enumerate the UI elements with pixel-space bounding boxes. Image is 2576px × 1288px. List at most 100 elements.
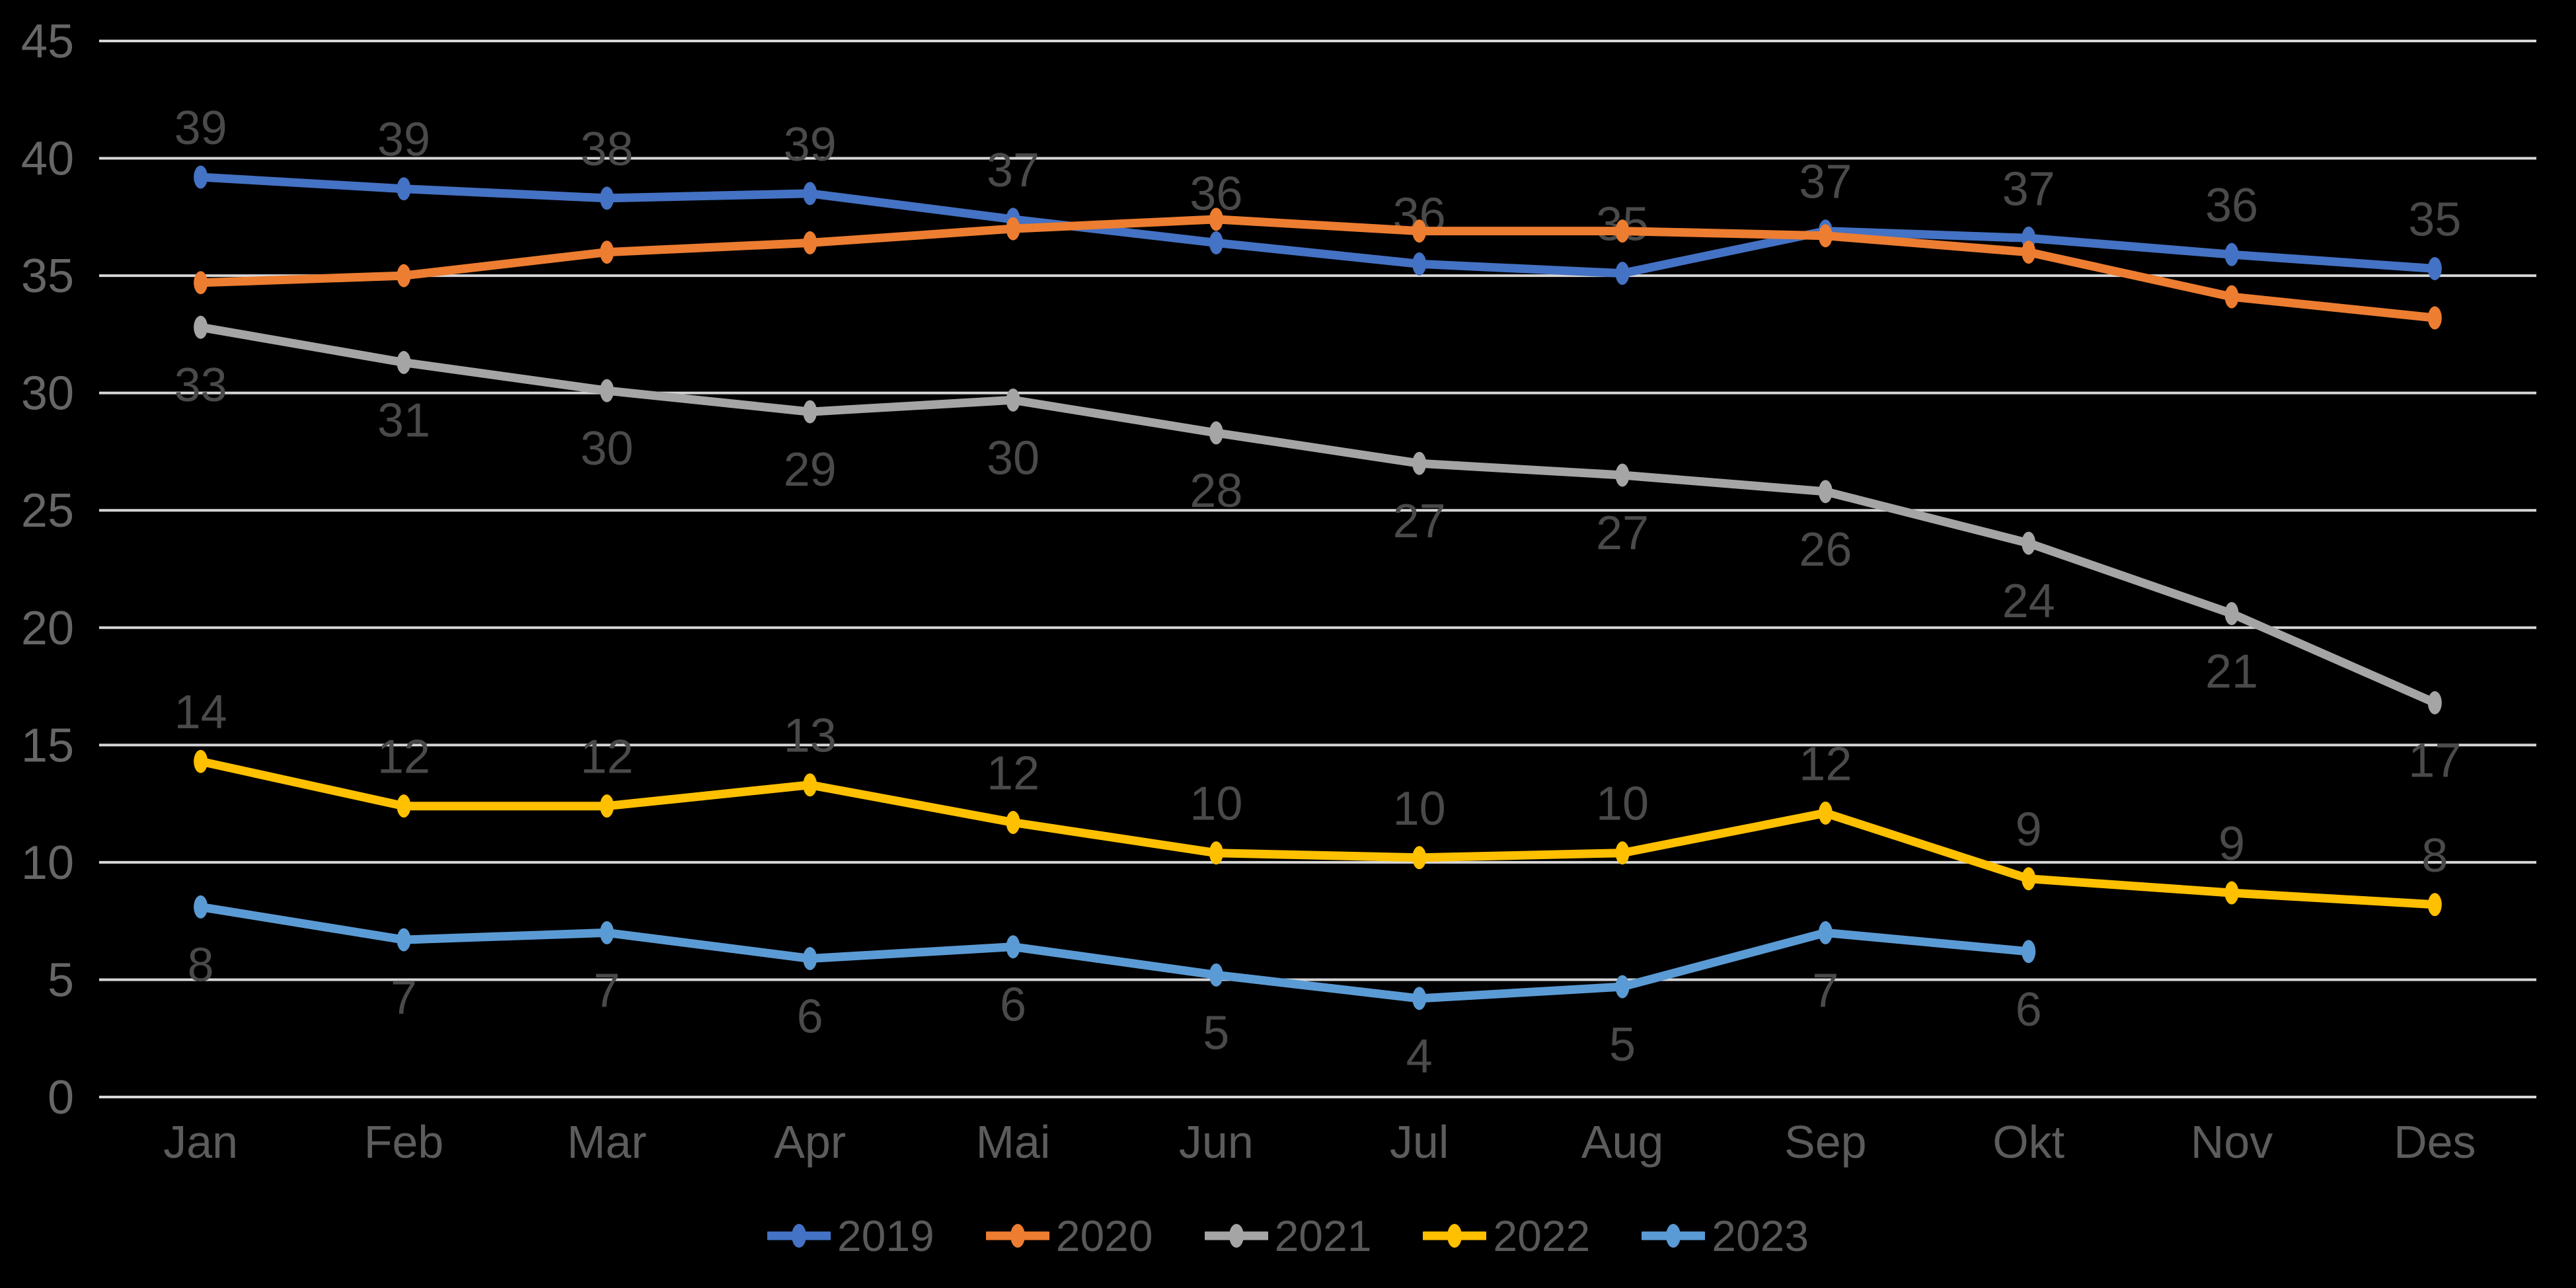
data-point-2021-Mar bbox=[599, 379, 614, 402]
data-label-2019-Okt: 37 bbox=[2002, 163, 2055, 215]
month-label-Aug: Aug bbox=[1581, 1116, 1664, 1168]
legend-swatch-2020 bbox=[985, 1224, 1049, 1248]
data-label-2021-Apr: 29 bbox=[784, 443, 837, 496]
data-point-2023-Feb bbox=[397, 928, 411, 952]
legend-swatch-2022 bbox=[1423, 1224, 1487, 1248]
data-point-2022-Mar bbox=[599, 794, 614, 818]
data-point-2019-Aug bbox=[1615, 262, 1630, 285]
y-tick-label-10: 10 bbox=[21, 837, 74, 890]
data-label-2022-Jun: 10 bbox=[1190, 778, 1242, 831]
data-label-2021-Sep: 26 bbox=[1799, 523, 1852, 576]
data-label-2019-Sep: 37 bbox=[1799, 156, 1852, 209]
data-point-2021-Feb bbox=[397, 351, 411, 375]
month-label-Mar: Mar bbox=[567, 1116, 647, 1168]
data-label-2023-Mai: 6 bbox=[1000, 979, 1026, 1032]
data-label-2019-Jan: 39 bbox=[174, 102, 227, 155]
data-point-2022-Apr bbox=[803, 773, 817, 797]
data-label-2022-Jan: 14 bbox=[174, 686, 227, 739]
data-point-2020-Sep bbox=[1818, 224, 1833, 248]
data-point-2023-Aug bbox=[1615, 975, 1630, 999]
data-label-2019-Apr: 39 bbox=[784, 118, 837, 171]
month-label-Jul: Jul bbox=[1390, 1116, 1449, 1168]
data-label-2023-Aug: 5 bbox=[1609, 1018, 1636, 1071]
legend-swatch-2023 bbox=[1642, 1224, 1706, 1248]
legend-swatch-2019 bbox=[767, 1224, 831, 1248]
data-label-2023-Mar: 7 bbox=[593, 964, 620, 1017]
data-label-2022-Aug: 10 bbox=[1596, 778, 1649, 831]
data-label-2022-Okt: 9 bbox=[2016, 804, 2042, 856]
series-2022: 14 12 12 13 12 10 10 10 12 9 9 8 bbox=[174, 686, 2448, 917]
legend-item-2019: 2019 bbox=[767, 1214, 934, 1258]
data-point-2022-Aug bbox=[1615, 841, 1630, 865]
data-point-2021-Okt bbox=[2022, 531, 2036, 555]
series-2019: 393938393736363537373635 bbox=[174, 102, 2461, 285]
data-point-2019-Jun bbox=[1209, 231, 1223, 254]
gridlines bbox=[99, 40, 2536, 1098]
data-label-2023-Jul: 4 bbox=[1406, 1030, 1433, 1083]
y-tick-label-20: 20 bbox=[21, 602, 74, 655]
data-point-2022-Nov bbox=[2224, 881, 2239, 905]
data-label-2022-Apr: 13 bbox=[784, 710, 837, 763]
data-label-2021-Jan: 33 bbox=[174, 359, 227, 412]
data-point-2019-Des bbox=[2427, 256, 2442, 280]
legend-label-2021: 2021 bbox=[1274, 1211, 1372, 1260]
data-label-2019-Mar: 38 bbox=[580, 123, 633, 176]
data-point-2023-Mai bbox=[1006, 935, 1020, 959]
month-label-Mai: Mai bbox=[976, 1116, 1051, 1168]
data-point-2019-Mar bbox=[599, 186, 614, 210]
data-point-2021-Jan bbox=[194, 315, 208, 339]
legend-label-2019: 2019 bbox=[837, 1211, 934, 1260]
data-point-2020-Mar bbox=[599, 241, 614, 264]
data-label-2019-Feb: 39 bbox=[377, 114, 430, 167]
y-tick-label-40: 40 bbox=[21, 133, 74, 186]
data-point-2021-Jul bbox=[1412, 451, 1427, 475]
data-label-2023-Feb: 7 bbox=[391, 971, 417, 1024]
x-axis-month-labels: Jan Feb Mar Apr Mai Jun Jul Aug Sep Okt Nov Des bbox=[163, 1116, 2476, 1168]
data-point-2020-Okt bbox=[2022, 241, 2036, 264]
data-label-2019-Mai: 37 bbox=[987, 144, 1040, 197]
data-point-2020-Apr bbox=[803, 231, 817, 254]
data-point-2020-Jul bbox=[1412, 219, 1427, 243]
data-label-2023-Jun: 5 bbox=[1203, 1006, 1229, 1059]
data-label-2023-Apr: 6 bbox=[797, 990, 823, 1043]
data-point-2022-Des bbox=[2427, 893, 2442, 917]
series-2023: 8 7 7 6 6 5 4 5 7 6 bbox=[188, 895, 2042, 1083]
data-label-2021-Des: 17 bbox=[2408, 734, 2461, 787]
data-point-2020-Aug bbox=[1615, 219, 1630, 243]
data-point-2019-Jan bbox=[194, 165, 208, 189]
series-2021: 33 31 30 29 30 28 27 27 26 24 21 17 bbox=[174, 315, 2461, 787]
legend: 2019 2020 2021 2022 2023 bbox=[0, 1204, 2576, 1268]
data-label-2019-Des: 35 bbox=[2408, 193, 2461, 246]
data-point-2022-Feb bbox=[397, 794, 411, 818]
data-label-2019-Nov: 36 bbox=[2205, 179, 2258, 232]
data-point-2021-Nov bbox=[2224, 601, 2239, 625]
data-point-2021-Sep bbox=[1818, 480, 1833, 504]
data-label-2022-Sep: 12 bbox=[1799, 738, 1852, 790]
legend-swatch-2021 bbox=[1204, 1224, 1268, 1248]
legend-item-2022: 2022 bbox=[1423, 1214, 1590, 1258]
legend-marker-icon bbox=[1666, 1224, 1681, 1248]
data-label-2023-Okt: 6 bbox=[2016, 983, 2042, 1036]
series-line-2023 bbox=[196, 902, 2033, 1003]
y-tick-label-5: 5 bbox=[48, 954, 74, 1006]
legend-label-2020: 2020 bbox=[1055, 1211, 1153, 1260]
month-label-Jan: Jan bbox=[163, 1116, 238, 1168]
legend-marker-icon bbox=[1447, 1224, 1462, 1248]
legend-item-2023: 2023 bbox=[1642, 1214, 1809, 1258]
y-tick-label-0: 0 bbox=[48, 1071, 74, 1124]
data-label-2022-Nov: 9 bbox=[2218, 817, 2245, 870]
y-tick-label-25: 25 bbox=[21, 484, 74, 537]
data-point-2020-Mai bbox=[1006, 217, 1020, 241]
data-point-2022-Okt bbox=[2022, 867, 2036, 891]
data-label-2021-Jun: 28 bbox=[1190, 465, 1242, 517]
data-point-2023-Okt bbox=[2022, 940, 2036, 964]
data-point-2023-Jul bbox=[1412, 987, 1427, 1010]
y-tick-label-15: 15 bbox=[21, 719, 74, 772]
data-point-2019-Apr bbox=[803, 182, 817, 206]
data-label-2022-Des: 8 bbox=[2421, 829, 2448, 882]
data-point-2021-Des bbox=[2427, 691, 2442, 714]
month-label-Des: Des bbox=[2394, 1116, 2476, 1168]
data-point-2022-Jul bbox=[1412, 846, 1427, 870]
